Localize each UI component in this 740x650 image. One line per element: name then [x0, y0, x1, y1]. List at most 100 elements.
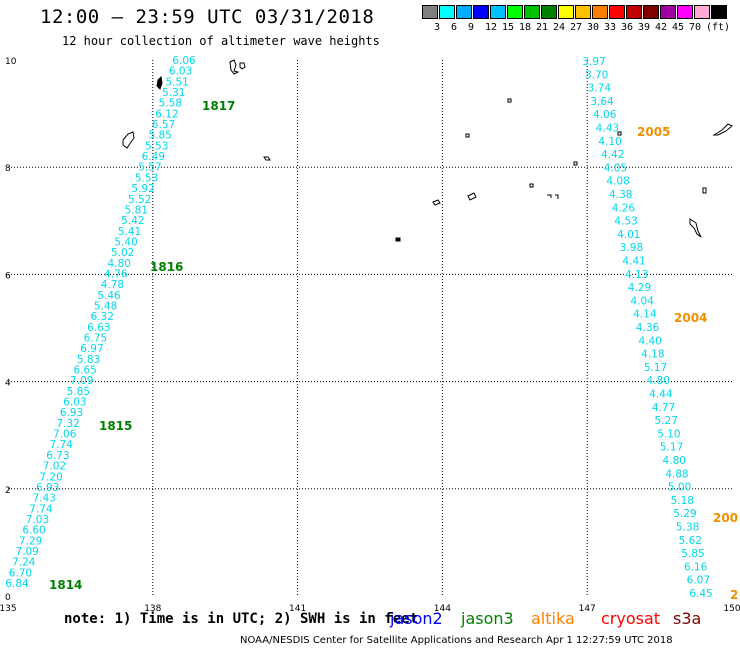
wave-height-value: 6.12	[155, 108, 178, 120]
island-shape	[239, 62, 246, 70]
legend-label: 6	[451, 22, 458, 33]
satellite-jason3: jason3	[461, 609, 514, 628]
wave-height-value: 3.98	[620, 242, 643, 254]
wave-height-value: 6.45	[689, 588, 712, 600]
wave-height-value: 6.65	[73, 365, 96, 377]
wave-height-value: 4.13	[625, 269, 648, 281]
x-tick-label: 141	[289, 604, 306, 614]
wave-height-value: 6.73	[46, 450, 69, 462]
wave-height-value: 5.42	[121, 215, 144, 227]
wave-height-value: 6.93	[60, 407, 83, 419]
wave-height-value: 7.20	[39, 471, 62, 483]
wave-height-value: 6.57	[152, 119, 175, 131]
wave-height-value: 4.88	[665, 468, 688, 480]
legend-label: 24	[553, 22, 566, 33]
island-outlines	[122, 59, 733, 242]
track-1: 6.846.707.247.097.296.607.037.747.436.93…	[5, 55, 196, 590]
wave-height-value: 5.00	[668, 482, 691, 494]
wave-height-value: 4.80	[663, 455, 686, 467]
x-tick-label: 144	[434, 604, 451, 614]
legend-swatch	[643, 5, 659, 19]
wave-height-value: 5.02	[111, 247, 134, 259]
wave-height-value: 5.85	[681, 548, 704, 560]
legend-swatch	[439, 5, 455, 19]
legend-label: 42	[655, 22, 668, 33]
legend-swatch	[592, 5, 608, 19]
wave-height-value: 4.26	[612, 202, 636, 214]
wave-height-value: 5.57	[138, 162, 161, 174]
legend-label: 30	[587, 22, 600, 33]
wave-height-value: 5.38	[676, 522, 699, 534]
legend-label: 36	[621, 22, 634, 33]
satellite-altika: altika	[531, 609, 575, 628]
legend-label: (ft)	[706, 22, 731, 33]
wave-height-value: 3.70	[585, 69, 608, 81]
wave-height-value: 5.52	[128, 194, 151, 206]
y-tick-label: 4	[5, 379, 11, 389]
footer-credit: NOAA/NESDIS Center for Satellite Applica…	[240, 635, 673, 646]
chart-subtitle: 12 hour collection of altimeter wave hei…	[62, 34, 380, 48]
wave-height-value: 6.03	[63, 397, 86, 409]
wave-height-value: 5.46	[97, 290, 121, 302]
legend-label: 33	[604, 22, 617, 33]
legend-swatch	[422, 5, 438, 19]
pass-time-label: 2005	[637, 125, 670, 139]
pass-time-label: 1817	[202, 99, 235, 113]
island-shape	[702, 187, 707, 194]
wave-height-value: 4.38	[609, 189, 632, 201]
wave-height-value: 6.32	[91, 311, 114, 323]
wave-height-value: 3.74	[588, 83, 612, 95]
wave-height-value: 7.29	[19, 535, 42, 547]
wave-height-value: 5.58	[159, 98, 182, 110]
wave-height-value: 5.18	[671, 495, 694, 507]
wave-height-value: 7.24	[12, 557, 36, 569]
wave-height-value: 6.70	[9, 567, 32, 579]
wave-height-value: 7.74	[50, 439, 74, 451]
legend-swatch	[609, 5, 625, 19]
altimeter-tracks: 6.846.707.247.097.296.607.037.747.436.93…	[5, 55, 712, 600]
pass-time-label: 2004	[674, 311, 707, 325]
legend-label: 12	[485, 22, 498, 33]
x-tick-label: 135	[0, 604, 17, 614]
wave-height-value: 5.31	[162, 87, 185, 99]
island-shape	[573, 161, 578, 166]
wave-height-value: 5.53	[135, 172, 158, 184]
wave-height-value: 5.85	[67, 386, 90, 398]
legend-label: 9	[468, 22, 475, 33]
wave-height-value: 7.43	[33, 493, 56, 505]
x-tick-label: 147	[579, 604, 596, 614]
wave-height-value: 7.74	[29, 503, 53, 515]
wave-height-value: 6.75	[84, 333, 107, 345]
wave-height-value: 7.03	[26, 514, 49, 526]
wave-height-value: 4.14	[633, 309, 657, 321]
legend-label: 45	[672, 22, 685, 33]
pass-time-label: 200	[713, 511, 738, 525]
y-tick-label: 0	[5, 593, 11, 603]
wave-height-value: 4.41	[622, 256, 645, 268]
island-shape	[617, 131, 622, 136]
wave-height-value: 5.53	[145, 140, 168, 152]
wave-height-value: 4.10	[598, 136, 621, 148]
legend-swatch	[711, 5, 727, 19]
wave-height-value: 4.42	[601, 149, 624, 161]
wave-height-value: 4.06	[593, 109, 617, 121]
legend-label: 3	[434, 22, 441, 33]
wave-height-value: 4.04	[630, 295, 654, 307]
wave-height-value: 4.08	[606, 176, 629, 188]
y-tick-label: 2	[5, 486, 11, 496]
wave-height-value: 7.02	[43, 461, 66, 473]
satellite-cryosat: cryosat	[601, 609, 661, 628]
island-shape	[529, 183, 534, 188]
wave-height-value: 6.16	[684, 561, 708, 573]
wave-height-value: 4.53	[614, 216, 637, 228]
wave-height-value: 6.63	[87, 322, 110, 334]
axis-labels: 135 138 141 144 147 150 0 2 4 6 8 10	[0, 57, 740, 614]
wave-height-value: 3.64	[590, 96, 614, 108]
legend-swatch	[558, 5, 574, 19]
wave-height-value: 5.10	[657, 428, 680, 440]
wave-height-value: 4.18	[641, 349, 664, 361]
wave-height-value: 4.40	[638, 335, 661, 347]
wave-height-value: 5.17	[660, 442, 683, 454]
pass-time-label: 1815	[99, 419, 132, 433]
